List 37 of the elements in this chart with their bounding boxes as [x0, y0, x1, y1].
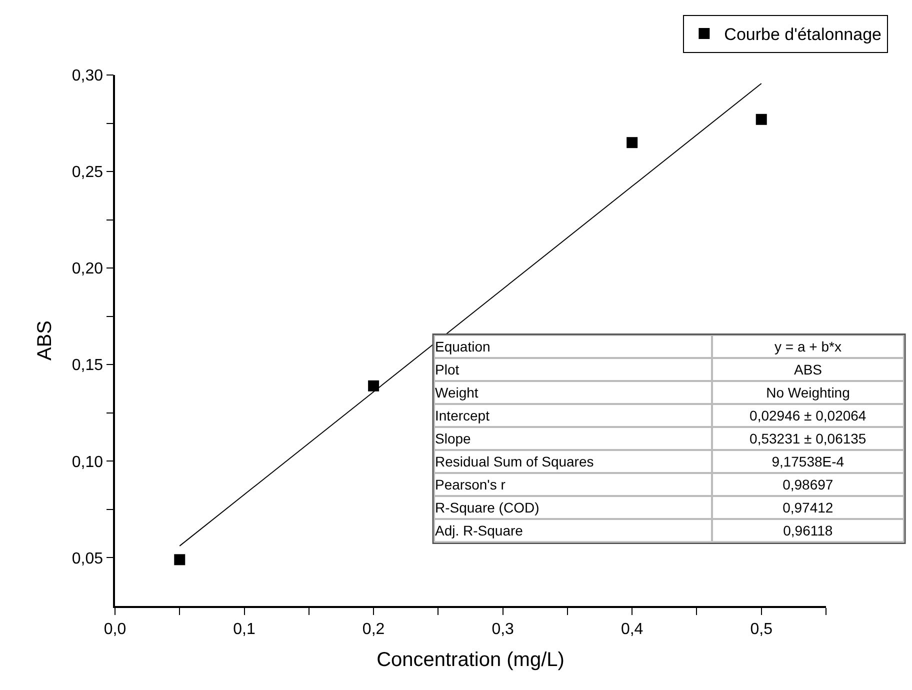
- y-tick-label: 0,05: [72, 550, 104, 568]
- annotation: Plot: [435, 362, 460, 378]
- x-tick-label: 0,2: [362, 620, 385, 638]
- annotation: 0,53231 ± 0,06135: [750, 430, 866, 446]
- annotation: ABS: [794, 362, 822, 378]
- annotation: No Weighting: [766, 384, 850, 400]
- x-tick-label: 0,4: [620, 620, 644, 638]
- annotation: Equation: [435, 338, 490, 354]
- annotation: 9,17538E-4: [772, 454, 844, 470]
- legend-label: Courbe d'étalonnage: [724, 25, 882, 44]
- y-tick-label: 0,20: [72, 260, 104, 278]
- y-tick-label: 0,15: [72, 357, 104, 374]
- annotation: 0,96118: [783, 522, 833, 538]
- point: [626, 137, 638, 148]
- x-tick-label: 0,1: [233, 620, 256, 638]
- point: [756, 114, 767, 125]
- y-axis-title: ABS: [34, 320, 56, 361]
- annotation: Pearson's r: [435, 476, 506, 492]
- x-tick-label: 0,0: [104, 620, 126, 638]
- y-tick-label: 0,30: [72, 68, 104, 85]
- y-tick-label: 0,10: [72, 454, 104, 471]
- annotation: Residual Sum of Squares: [435, 454, 594, 470]
- x-tick-label: 0,5: [750, 620, 773, 638]
- annotation: 0,98697: [782, 476, 834, 492]
- annotation: 0,97412: [782, 500, 834, 516]
- x-tick-label: 0,3: [492, 620, 514, 638]
- point: [368, 380, 380, 392]
- y-tick-label: 0,25: [72, 164, 104, 182]
- annotation: R-Square (COD): [435, 500, 540, 516]
- point: [174, 554, 186, 566]
- annotation: Weight: [435, 384, 478, 400]
- annotation: y = a + b*x: [774, 338, 842, 354]
- x-axis-title: Concentration (mg/L): [376, 648, 564, 671]
- annotation: Adj. R-Square: [435, 522, 524, 538]
- annotation: Intercept: [435, 408, 490, 424]
- annotation: 0,02946 ± 0,02064: [750, 408, 866, 424]
- annotation: Slope: [435, 430, 472, 446]
